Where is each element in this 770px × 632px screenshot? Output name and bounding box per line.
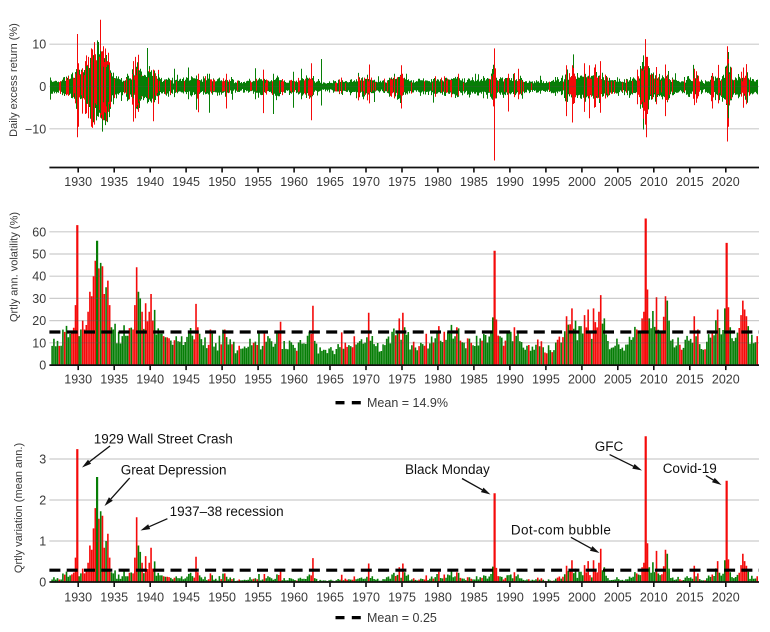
svg-text:2010: 2010 bbox=[640, 175, 668, 189]
svg-text:1955: 1955 bbox=[244, 373, 272, 387]
svg-text:1940: 1940 bbox=[136, 175, 164, 189]
svg-text:2: 2 bbox=[39, 494, 46, 508]
svg-text:Mean = 14.9%: Mean = 14.9% bbox=[367, 396, 448, 410]
svg-text:3: 3 bbox=[39, 453, 46, 467]
svg-text:30: 30 bbox=[32, 292, 46, 306]
svg-text:1965: 1965 bbox=[316, 591, 344, 605]
svg-text:2015: 2015 bbox=[676, 373, 704, 387]
svg-text:20: 20 bbox=[32, 314, 46, 328]
svg-text:1945: 1945 bbox=[172, 591, 200, 605]
svg-text:1990: 1990 bbox=[496, 373, 524, 387]
svg-text:1930: 1930 bbox=[64, 175, 92, 189]
svg-text:2000: 2000 bbox=[568, 373, 596, 387]
svg-text:GFC: GFC bbox=[595, 439, 624, 454]
svg-text:1975: 1975 bbox=[388, 373, 416, 387]
svg-text:2000: 2000 bbox=[568, 591, 596, 605]
svg-text:1965: 1965 bbox=[316, 175, 344, 189]
svg-text:1960: 1960 bbox=[280, 175, 308, 189]
svg-text:1: 1 bbox=[39, 535, 46, 549]
svg-text:50: 50 bbox=[32, 248, 46, 262]
svg-text:0: 0 bbox=[39, 576, 46, 590]
svg-text:1985: 1985 bbox=[460, 591, 488, 605]
svg-text:2005: 2005 bbox=[604, 175, 632, 189]
svg-text:1955: 1955 bbox=[244, 175, 272, 189]
svg-text:2010: 2010 bbox=[640, 591, 668, 605]
svg-text:2020: 2020 bbox=[712, 175, 740, 189]
svg-text:1945: 1945 bbox=[172, 373, 200, 387]
svg-text:1960: 1960 bbox=[280, 373, 308, 387]
svg-text:1975: 1975 bbox=[388, 175, 416, 189]
svg-text:1970: 1970 bbox=[352, 373, 380, 387]
svg-text:1980: 1980 bbox=[424, 175, 452, 189]
svg-text:1985: 1985 bbox=[460, 175, 488, 189]
svg-text:2010: 2010 bbox=[640, 373, 668, 387]
svg-text:1930: 1930 bbox=[64, 373, 92, 387]
svg-text:Mean = 0.25: Mean = 0.25 bbox=[367, 611, 437, 625]
svg-text:1980: 1980 bbox=[424, 373, 452, 387]
svg-text:1990: 1990 bbox=[496, 175, 524, 189]
svg-text:1950: 1950 bbox=[208, 373, 236, 387]
svg-text:1965: 1965 bbox=[316, 373, 344, 387]
svg-text:10: 10 bbox=[32, 336, 46, 350]
svg-text:2015: 2015 bbox=[676, 175, 704, 189]
svg-text:−10: −10 bbox=[25, 122, 46, 136]
svg-text:2000: 2000 bbox=[568, 175, 596, 189]
svg-text:2020: 2020 bbox=[712, 373, 740, 387]
svg-text:1935: 1935 bbox=[100, 591, 128, 605]
svg-text:1975: 1975 bbox=[388, 591, 416, 605]
svg-text:Black Monday: Black Monday bbox=[405, 462, 490, 477]
svg-text:2015: 2015 bbox=[676, 591, 704, 605]
svg-text:1970: 1970 bbox=[352, 175, 380, 189]
svg-text:1970: 1970 bbox=[352, 591, 380, 605]
svg-text:0: 0 bbox=[39, 359, 46, 373]
svg-text:1950: 1950 bbox=[208, 175, 236, 189]
svg-text:2005: 2005 bbox=[604, 591, 632, 605]
svg-text:2005: 2005 bbox=[604, 373, 632, 387]
svg-text:Qrtly variation (mean ann.): Qrtly variation (mean ann.) bbox=[13, 443, 25, 573]
svg-text:1980: 1980 bbox=[424, 591, 452, 605]
svg-text:Dot-com bubble: Dot-com bubble bbox=[511, 523, 611, 538]
svg-text:2020: 2020 bbox=[712, 591, 740, 605]
svg-text:1929 Wall Street Crash: 1929 Wall Street Crash bbox=[94, 431, 233, 446]
svg-text:1995: 1995 bbox=[532, 591, 560, 605]
svg-text:60: 60 bbox=[32, 225, 46, 239]
svg-text:1990: 1990 bbox=[496, 591, 524, 605]
svg-text:1937–38 recession: 1937–38 recession bbox=[170, 504, 284, 519]
svg-text:1930: 1930 bbox=[64, 591, 92, 605]
svg-text:1985: 1985 bbox=[460, 373, 488, 387]
svg-text:Daily excess return (%): Daily excess return (%) bbox=[8, 23, 20, 137]
svg-text:1945: 1945 bbox=[172, 175, 200, 189]
svg-text:Covid-19: Covid-19 bbox=[663, 461, 717, 476]
svg-text:1995: 1995 bbox=[532, 175, 560, 189]
svg-text:1935: 1935 bbox=[100, 175, 128, 189]
svg-text:Qrtly ann. volatility (%): Qrtly ann. volatility (%) bbox=[9, 212, 21, 322]
svg-text:10: 10 bbox=[32, 38, 46, 52]
svg-text:1950: 1950 bbox=[208, 591, 236, 605]
svg-text:1960: 1960 bbox=[280, 591, 308, 605]
svg-text:0: 0 bbox=[39, 80, 46, 94]
svg-text:40: 40 bbox=[32, 270, 46, 284]
svg-text:1955: 1955 bbox=[244, 591, 272, 605]
svg-text:1995: 1995 bbox=[532, 373, 560, 387]
svg-text:1935: 1935 bbox=[100, 373, 128, 387]
svg-text:1940: 1940 bbox=[136, 591, 164, 605]
svg-text:1940: 1940 bbox=[136, 373, 164, 387]
svg-text:Great Depression: Great Depression bbox=[121, 463, 227, 478]
